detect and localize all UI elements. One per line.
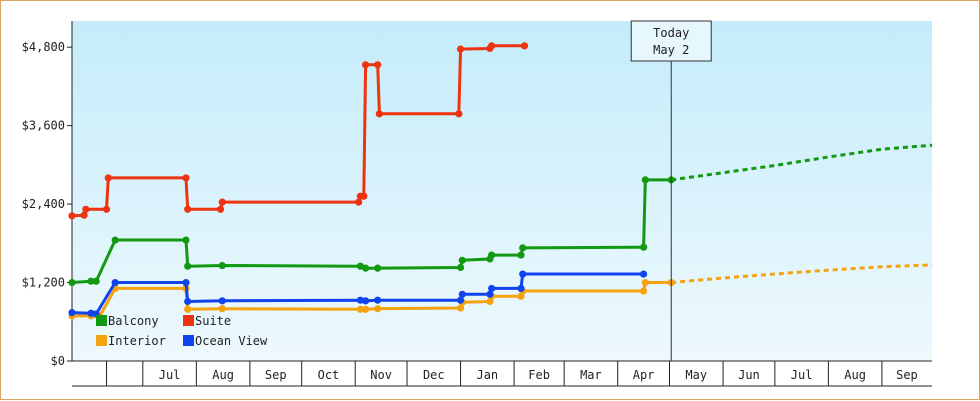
data-point bbox=[216, 205, 225, 213]
data-point bbox=[361, 305, 370, 313]
data-point bbox=[87, 277, 95, 285]
data-point bbox=[456, 304, 465, 312]
data-point bbox=[520, 42, 529, 50]
x-tick-label: May bbox=[685, 368, 707, 382]
data-point bbox=[486, 290, 494, 298]
data-point bbox=[184, 305, 192, 313]
data-point bbox=[455, 110, 463, 118]
data-point bbox=[488, 284, 496, 293]
legend-label: Ocean View bbox=[195, 334, 268, 348]
data-point bbox=[374, 296, 382, 304]
data-point bbox=[182, 278, 190, 287]
x-tick-label: Dec bbox=[423, 368, 445, 382]
legend-label: Suite bbox=[195, 314, 231, 328]
x-tick-label: Jul bbox=[791, 368, 813, 382]
data-point bbox=[361, 61, 370, 69]
y-tick-label: $3,600 bbox=[22, 119, 65, 133]
data-point bbox=[456, 296, 465, 304]
data-point bbox=[68, 309, 76, 317]
legend-label: Balcony bbox=[108, 314, 159, 328]
data-point bbox=[102, 205, 111, 213]
data-point bbox=[488, 251, 496, 259]
data-point bbox=[456, 263, 465, 272]
data-point bbox=[218, 198, 226, 206]
data-point bbox=[182, 174, 190, 182]
data-point bbox=[111, 236, 119, 244]
data-point bbox=[519, 244, 527, 252]
x-tick-label: Aug bbox=[844, 368, 866, 382]
y-tick-label: $1,200 bbox=[22, 276, 65, 290]
data-point bbox=[517, 284, 525, 293]
data-point bbox=[641, 176, 649, 184]
data-point bbox=[68, 278, 76, 287]
x-tick-label: Jul bbox=[159, 368, 181, 382]
data-point bbox=[82, 205, 90, 213]
data-point bbox=[218, 261, 226, 270]
today-marker: Today May 2 bbox=[630, 20, 712, 361]
y-axis: $0 $1,200 $2,400 $3,600 $4,800 bbox=[22, 21, 73, 368]
data-point bbox=[458, 256, 466, 264]
data-point bbox=[111, 278, 119, 287]
plot-background bbox=[72, 21, 932, 361]
data-point bbox=[374, 264, 382, 272]
data-point bbox=[218, 297, 226, 305]
legend-swatch bbox=[96, 335, 107, 346]
data-point bbox=[80, 211, 88, 219]
legend: Balcony Suite Interior Ocean View bbox=[96, 314, 268, 348]
data-point bbox=[361, 297, 370, 305]
data-point bbox=[184, 205, 192, 213]
legend-label: Interior bbox=[108, 334, 166, 348]
data-point bbox=[458, 290, 466, 298]
data-point bbox=[640, 243, 648, 251]
data-point bbox=[360, 192, 368, 200]
data-point bbox=[374, 61, 382, 69]
data-point bbox=[361, 264, 370, 272]
data-point bbox=[184, 262, 192, 270]
series-layer bbox=[68, 42, 933, 321]
x-tick-label: Sep bbox=[265, 368, 287, 382]
data-point bbox=[182, 236, 190, 244]
data-point bbox=[356, 305, 364, 313]
data-point bbox=[640, 270, 648, 278]
x-axis: Jul Aug Sep Oct Nov Dec Jan Feb Mar Apr May Jun Jul A… bbox=[72, 360, 932, 387]
x-tick-label: Jan bbox=[476, 368, 498, 382]
data-point bbox=[640, 287, 648, 295]
data-point bbox=[184, 297, 192, 306]
x-tick-label: Mar bbox=[580, 368, 602, 382]
today-box bbox=[630, 20, 712, 62]
y-tick-label: $4,800 bbox=[22, 40, 65, 54]
data-point bbox=[92, 277, 100, 285]
data-point bbox=[375, 110, 383, 118]
data-point bbox=[355, 198, 363, 206]
x-tick-label: Apr bbox=[633, 368, 655, 382]
data-point bbox=[218, 305, 226, 313]
x-tick-label: Nov bbox=[370, 368, 392, 382]
y-tick-label: $0 bbox=[51, 354, 65, 368]
x-tick-label: Sep bbox=[896, 368, 918, 382]
x-tick-label: Oct bbox=[318, 368, 340, 382]
today-label: Today bbox=[653, 26, 689, 40]
data-point bbox=[641, 278, 649, 287]
data-point bbox=[519, 270, 527, 278]
x-tick-label: Aug bbox=[212, 368, 234, 382]
data-point bbox=[488, 42, 496, 50]
forecast-line-2 bbox=[671, 263, 933, 284]
data-point bbox=[517, 251, 525, 259]
legend-swatch bbox=[96, 315, 107, 326]
legend-swatch bbox=[183, 315, 194, 326]
data-point bbox=[68, 212, 76, 220]
legend-swatch bbox=[183, 335, 194, 346]
y-tick-label: $2,400 bbox=[22, 197, 65, 211]
today-date: May 2 bbox=[653, 43, 689, 57]
x-tick-label: Feb bbox=[528, 368, 550, 382]
data-point bbox=[104, 174, 112, 182]
data-point bbox=[456, 45, 465, 53]
x-tick-label: Jun bbox=[738, 368, 760, 382]
data-point bbox=[374, 305, 382, 313]
